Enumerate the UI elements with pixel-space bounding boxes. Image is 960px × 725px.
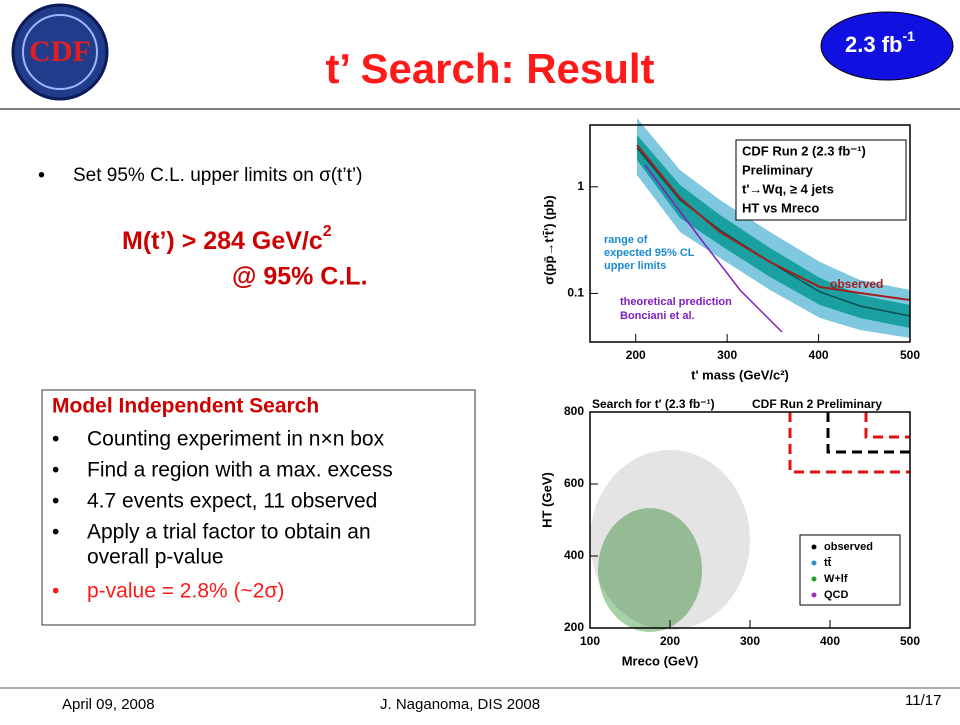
band-inner (637, 135, 910, 328)
footer-page: 11/17 (905, 692, 941, 709)
legend-text: observed (824, 541, 873, 553)
y-tick-label: 1 (577, 179, 584, 193)
y-tick-label: 0.1 (567, 286, 584, 300)
badge-text: 2.3 fb-1 (845, 28, 915, 57)
footer-date: April 09, 2008 (62, 696, 155, 713)
x-axis-label: t' mass (GeV/c²) (691, 367, 789, 382)
y-axis-label: σ(pp̄→t't̄') (pb) (541, 195, 556, 284)
observed-line (636, 144, 911, 301)
theory-label: Bonciani et al. (620, 310, 695, 322)
box-item: Apply a trial factor to obtain an (87, 521, 371, 544)
plot-subtitle: CDF Run 2 Preliminary (752, 397, 882, 411)
x-tick-label: 200 (626, 348, 646, 362)
point-cloud (598, 508, 702, 632)
bullet-dot: • (52, 521, 59, 544)
logo-ring (22, 14, 98, 90)
box-items: • Counting experiment in n×n box • Find … (52, 428, 393, 603)
box-item: Find a region with a max. excess (87, 459, 393, 482)
plot2-shapes (590, 412, 910, 632)
x-tick-label: 200 (660, 634, 680, 648)
band-label: upper limits (604, 260, 666, 272)
plot2-legend-box (799, 534, 901, 606)
footer-author: J. Naganoma, DIS 2008 (380, 696, 540, 713)
result-line: @ 95% C.L. (232, 263, 368, 291)
search-box (864, 412, 910, 439)
y-tick-label: 600 (564, 476, 584, 490)
legend-text: Preliminary (742, 162, 814, 177)
legend-text: tt̄ (824, 557, 832, 569)
point-cloud (590, 450, 750, 630)
x-tick-label: 300 (717, 348, 737, 362)
bullet-dot: • (52, 459, 59, 482)
box-item: 4.7 events expect, 11 observed (87, 490, 377, 513)
legend-text: W+lf (824, 573, 848, 585)
badge-sup: -1 (903, 28, 916, 44)
x-tick-label: 100 (580, 634, 600, 648)
y-tick-label: 200 (564, 620, 584, 634)
result-sup: 2 (323, 223, 332, 240)
slide-title: t’ Search: Result (325, 45, 654, 92)
box-title: Model Independent Search (52, 395, 319, 418)
theory-label: theoretical prediction (620, 296, 732, 308)
logo-text: CDF (29, 35, 91, 68)
legend-text: QCD (824, 589, 849, 601)
search-box (788, 412, 910, 474)
result-main: M(t’) > 284 GeV/c (122, 227, 323, 255)
legend-text: CDF Run 2 (2.3 fb⁻¹) (742, 143, 866, 158)
bullet-dot: • (52, 580, 59, 603)
bullet-dot: • (52, 490, 59, 513)
search-box (826, 412, 910, 454)
legend-swatch (811, 560, 817, 566)
info-box (41, 389, 476, 626)
x-axis-label: Mreco (GeV) (622, 653, 699, 668)
bullet-dot: • (52, 428, 59, 451)
bullet: Set 95% C.L. upper limits on σ(t’t’) (73, 165, 362, 186)
x-tick-label: 400 (809, 348, 829, 362)
band-label: expected 95% CL (604, 247, 695, 259)
y-tick-label: 800 (564, 404, 584, 418)
band-outer (637, 118, 910, 338)
box-highlight: p-value = 2.8% (~2σ) (87, 580, 284, 603)
legend-text: t'→Wq, ≥ 4 jets (742, 181, 834, 196)
badge-main: 2.3 fb (845, 32, 902, 57)
y-tick-label: 400 (564, 548, 584, 562)
logo-disc (11, 3, 109, 101)
observed-label: observed (830, 277, 883, 291)
x-tick-label: 500 (900, 348, 920, 362)
logo: CDF (11, 3, 109, 101)
plot1-legend-box (735, 139, 907, 221)
badge (820, 11, 954, 81)
plot-title: Search for t′ (2.3 fb⁻¹) (592, 397, 715, 411)
plot1-shapes (636, 118, 911, 338)
box-item: overall p-value (87, 546, 224, 569)
plot-frame (589, 124, 911, 343)
x-tick-label: 400 (820, 634, 840, 648)
x-tick-label: 500 (900, 634, 920, 648)
bullet-dot: • (38, 164, 45, 186)
box-item: Counting experiment in n×n box (87, 428, 385, 451)
legend-text: HT vs Mreco (742, 200, 819, 215)
theory-line (644, 164, 783, 333)
legend-swatch (811, 592, 817, 598)
y-axis-label: HT (GeV) (539, 472, 554, 528)
x-tick-label: 300 (740, 634, 760, 648)
band-label: range of (604, 234, 648, 246)
legend-swatch (811, 544, 817, 550)
result-line: M(t’) > 284 GeV/c2 (122, 223, 332, 254)
legend-swatch (811, 576, 817, 582)
